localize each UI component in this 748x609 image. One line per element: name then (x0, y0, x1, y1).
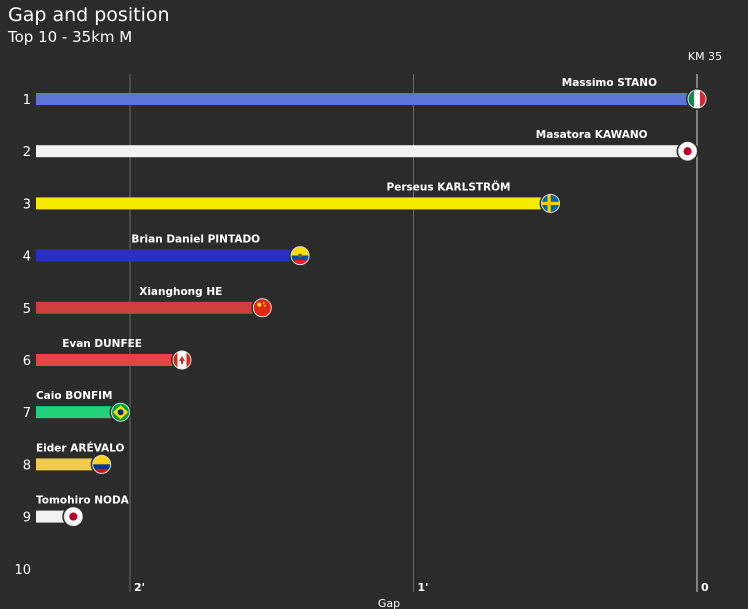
rank-label-2: 2 (23, 145, 31, 160)
athlete-name-9: Tomohiro NODA (36, 495, 130, 507)
japan-flag-icon (62, 505, 85, 528)
bar-rank-7 (36, 406, 121, 419)
rank-label-1: 1 (23, 93, 31, 108)
rank-label-6: 6 (23, 354, 31, 369)
chart-subtitle: Top 10 - 35km M (8, 28, 133, 46)
x-tick-label-1: 1' (418, 581, 429, 594)
china-flag-icon (251, 296, 274, 319)
italy-flag-icon (686, 88, 708, 110)
bar-rank-6 (36, 354, 182, 366)
chart-title: Gap and position (8, 4, 170, 26)
rank-label-7: 7 (23, 406, 31, 421)
rank-label-10: 10 (14, 563, 31, 578)
rank-label-8: 8 (23, 458, 31, 473)
athlete-name-3: Perseus KARLSTRÖM (387, 179, 511, 193)
athlete-name-2: Masatora KAWANO (536, 129, 648, 141)
ecuador-flag-icon (289, 244, 312, 267)
bar-rank-3 (36, 197, 551, 210)
rank-label-4: 4 (23, 250, 31, 265)
bar-rank-4 (36, 249, 301, 262)
x-tick-label-0: 2' (134, 581, 145, 594)
japan-flag-icon (676, 140, 699, 163)
bar-rank-9 (36, 510, 74, 523)
sweden-flag-icon (539, 192, 562, 215)
athlete-name-7: Caio BONFIM (36, 390, 113, 402)
colombia-flag-icon (90, 453, 113, 476)
km-marker-label: KM 35 (688, 50, 722, 63)
brazil-flag-icon (109, 401, 132, 424)
athlete-name-4: Brian Daniel PINTADO (131, 234, 260, 246)
bar-rank-8 (36, 458, 102, 471)
athlete-name-8: Eider ARÉVALO (36, 441, 124, 454)
bar-rank-5 (36, 301, 263, 314)
athlete-name-6: Evan DUNFEE (62, 338, 142, 350)
athlete-name-5: Xianghong HE (139, 286, 222, 298)
rank-label-9: 9 (23, 511, 31, 526)
bar-rank-1 (36, 93, 697, 105)
x-tick-label-2: 0 (701, 581, 709, 594)
x-axis-title: Gap (378, 597, 400, 609)
athlete-name-1: Massimo STANO (562, 77, 657, 89)
canada-flag-icon (170, 349, 193, 371)
bar-rank-2 (36, 145, 688, 158)
rank-label-3: 3 (23, 197, 31, 212)
rank-label-5: 5 (23, 302, 31, 317)
